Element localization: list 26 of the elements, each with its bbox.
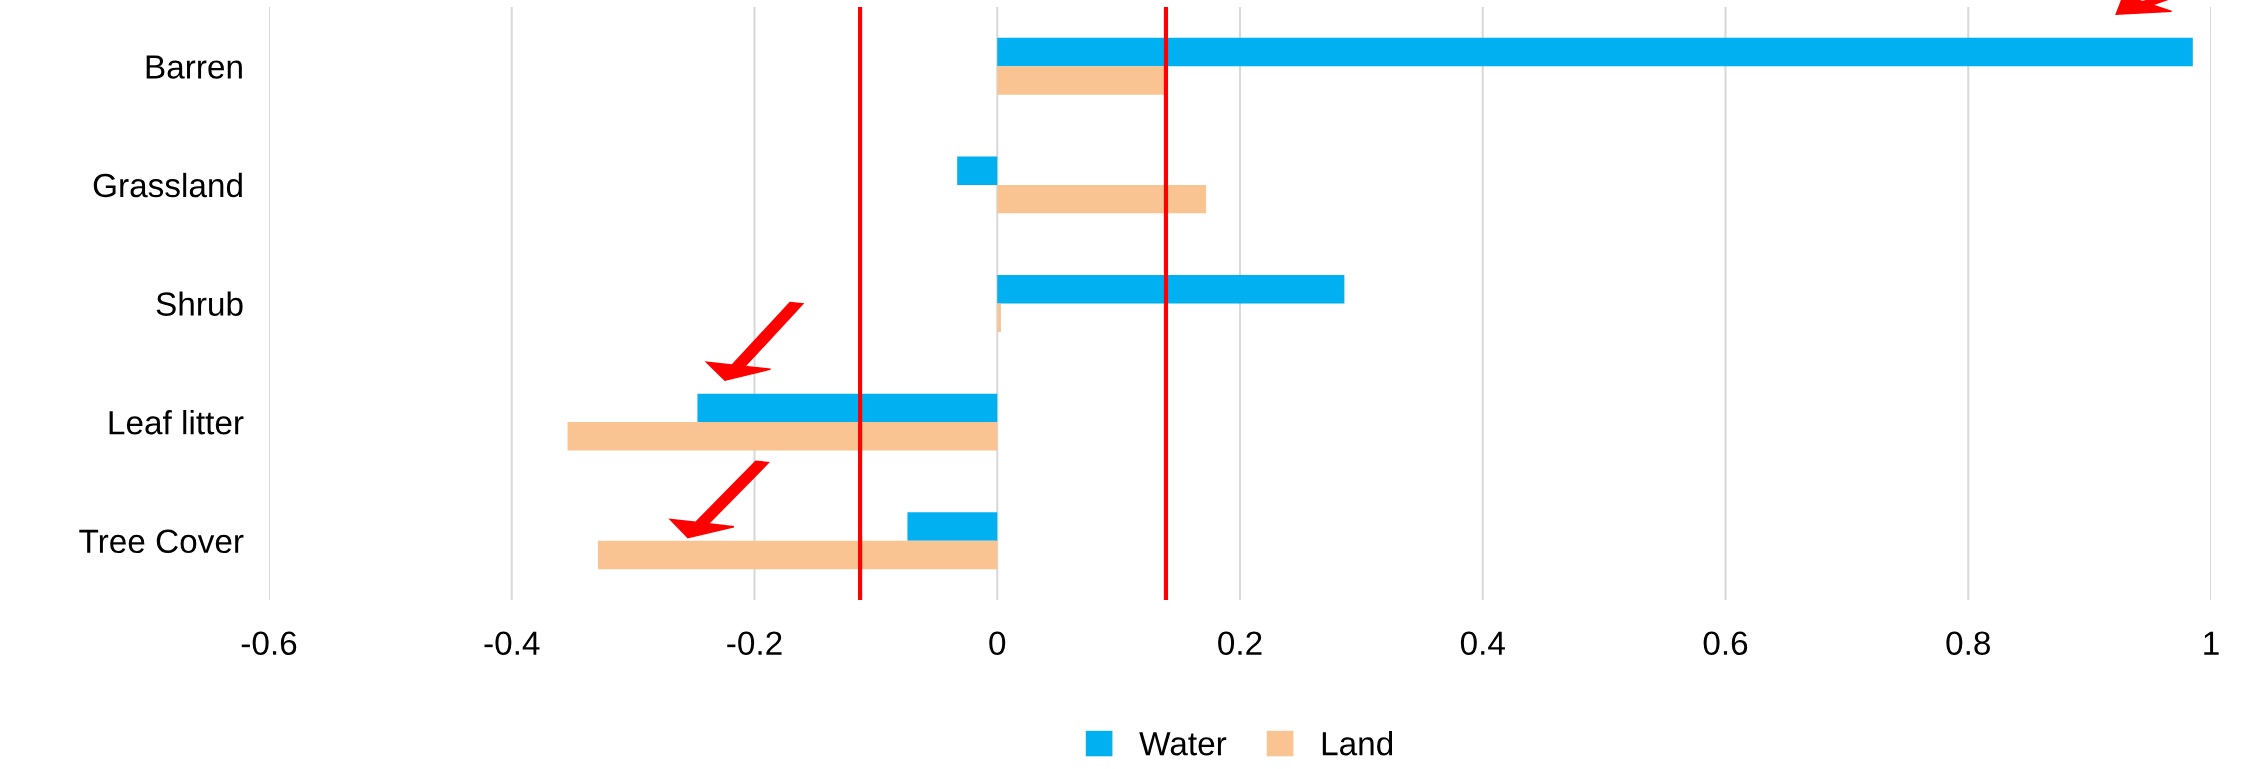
bar xyxy=(907,512,998,541)
legend-label: Land xyxy=(1322,730,1393,756)
x-tick-label: 0 xyxy=(989,631,1006,656)
bar xyxy=(997,275,1345,304)
bar xyxy=(697,393,998,423)
x-tick-label: -0.6 xyxy=(241,631,297,656)
x-tick-label: 0.4 xyxy=(1460,631,1505,656)
y-tick-label: Shrub xyxy=(156,291,243,316)
bar xyxy=(997,37,2193,67)
x-tick-label: 0.8 xyxy=(1946,631,1990,656)
bar xyxy=(997,303,1001,332)
legend-label: Water xyxy=(1139,732,1227,756)
bar xyxy=(567,422,998,451)
x-tick-label: 1 xyxy=(2204,631,2219,655)
x-tick-label: -0.4 xyxy=(484,631,540,656)
y-tick-label: Leaf litter xyxy=(109,410,244,435)
bar xyxy=(997,184,1207,214)
bar xyxy=(597,540,998,570)
bar xyxy=(957,156,998,185)
x-tick-label: 0.6 xyxy=(1703,631,1748,656)
x-tick-label: -0.2 xyxy=(727,631,782,656)
y-tick-label: Grassland xyxy=(93,172,242,198)
bar xyxy=(997,66,1165,95)
y-tick-label: Barren xyxy=(146,55,242,79)
y-tick-label: Tree Cover xyxy=(79,529,244,554)
x-tick-label: 0.2 xyxy=(1218,631,1262,656)
